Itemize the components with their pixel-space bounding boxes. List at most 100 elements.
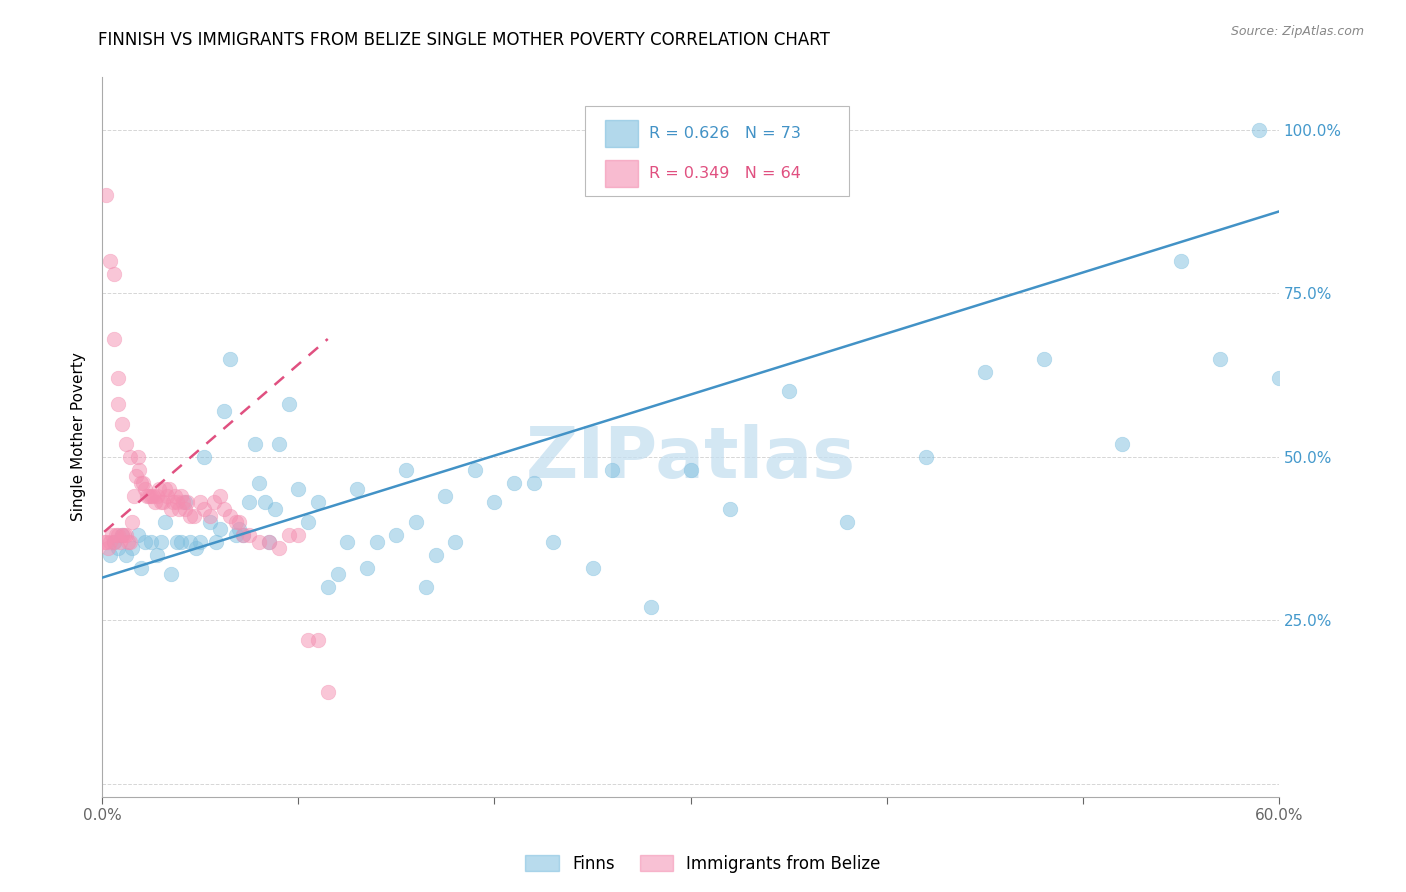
Point <box>640 600 662 615</box>
Point <box>915 450 938 464</box>
Point <box>93 534 115 549</box>
Point <box>247 475 270 490</box>
Point <box>169 534 191 549</box>
Point <box>173 495 195 509</box>
Point <box>142 489 165 503</box>
Point <box>156 489 179 503</box>
Point <box>444 534 467 549</box>
FancyBboxPatch shape <box>605 160 637 187</box>
Point <box>778 384 800 399</box>
Point <box>134 534 156 549</box>
Point <box>143 495 166 509</box>
Point <box>366 534 388 549</box>
Point <box>104 528 127 542</box>
Point <box>232 528 254 542</box>
Point <box>212 502 235 516</box>
Point <box>277 528 299 542</box>
Point <box>464 463 486 477</box>
Point <box>118 450 141 464</box>
Point <box>277 397 299 411</box>
Point <box>1249 122 1271 136</box>
Point <box>679 463 702 477</box>
Point <box>247 534 270 549</box>
Point <box>97 541 120 556</box>
Point <box>127 450 149 464</box>
Point <box>167 502 190 516</box>
Point <box>263 502 285 516</box>
Point <box>166 534 188 549</box>
Point <box>173 502 195 516</box>
Text: FINNISH VS IMMIGRANTS FROM BELIZE SINGLE MOTHER POVERTY CORRELATION CHART: FINNISH VS IMMIGRANTS FROM BELIZE SINGLE… <box>98 31 831 49</box>
Point <box>179 534 201 549</box>
FancyBboxPatch shape <box>585 106 849 196</box>
Point <box>153 483 176 497</box>
Point <box>153 515 176 529</box>
Point <box>136 489 159 503</box>
Point <box>150 495 173 509</box>
Point <box>198 515 221 529</box>
Point <box>287 528 309 542</box>
Point <box>267 541 290 556</box>
Text: Source: ZipAtlas.com: Source: ZipAtlas.com <box>1230 25 1364 38</box>
Point <box>287 483 309 497</box>
Point <box>138 489 160 503</box>
Point <box>166 495 188 509</box>
Point <box>225 515 247 529</box>
Point <box>111 417 134 431</box>
Point <box>134 483 156 497</box>
Point <box>1268 371 1291 385</box>
Point <box>117 534 139 549</box>
Point <box>600 463 623 477</box>
Point <box>111 528 134 542</box>
Point <box>103 267 125 281</box>
Point <box>1032 351 1054 366</box>
Point <box>973 365 995 379</box>
Point <box>107 528 129 542</box>
Point <box>152 495 174 509</box>
Point <box>208 489 231 503</box>
Point <box>128 463 150 477</box>
Point <box>127 528 149 542</box>
Point <box>434 489 457 503</box>
Point <box>395 463 418 477</box>
Point <box>94 534 117 549</box>
Point <box>101 528 124 542</box>
Point <box>232 528 254 542</box>
Point <box>98 534 121 549</box>
Point <box>103 534 125 549</box>
Point <box>160 502 183 516</box>
Point <box>198 508 221 523</box>
Point <box>169 489 191 503</box>
Point <box>121 541 143 556</box>
Point <box>122 489 145 503</box>
Point <box>228 515 250 529</box>
Point <box>523 475 546 490</box>
Point <box>112 528 135 542</box>
Point <box>267 436 290 450</box>
Point <box>141 489 163 503</box>
Point <box>193 502 215 516</box>
Point <box>162 495 184 509</box>
Point <box>425 548 447 562</box>
Point <box>121 515 143 529</box>
Point <box>103 332 125 346</box>
Point <box>225 528 247 542</box>
Point <box>183 508 205 523</box>
Point <box>228 522 250 536</box>
Point <box>124 469 146 483</box>
Point <box>415 581 437 595</box>
Point <box>297 632 319 647</box>
Point <box>385 528 408 542</box>
Point <box>316 581 339 595</box>
Point <box>131 475 153 490</box>
Point <box>718 502 741 516</box>
Point <box>131 561 153 575</box>
Point <box>172 495 194 509</box>
Point <box>205 534 228 549</box>
Point <box>238 528 260 542</box>
FancyBboxPatch shape <box>605 120 637 147</box>
Point <box>107 397 129 411</box>
Point <box>160 567 183 582</box>
Y-axis label: Single Mother Poverty: Single Mother Poverty <box>72 352 86 522</box>
Point <box>212 404 235 418</box>
